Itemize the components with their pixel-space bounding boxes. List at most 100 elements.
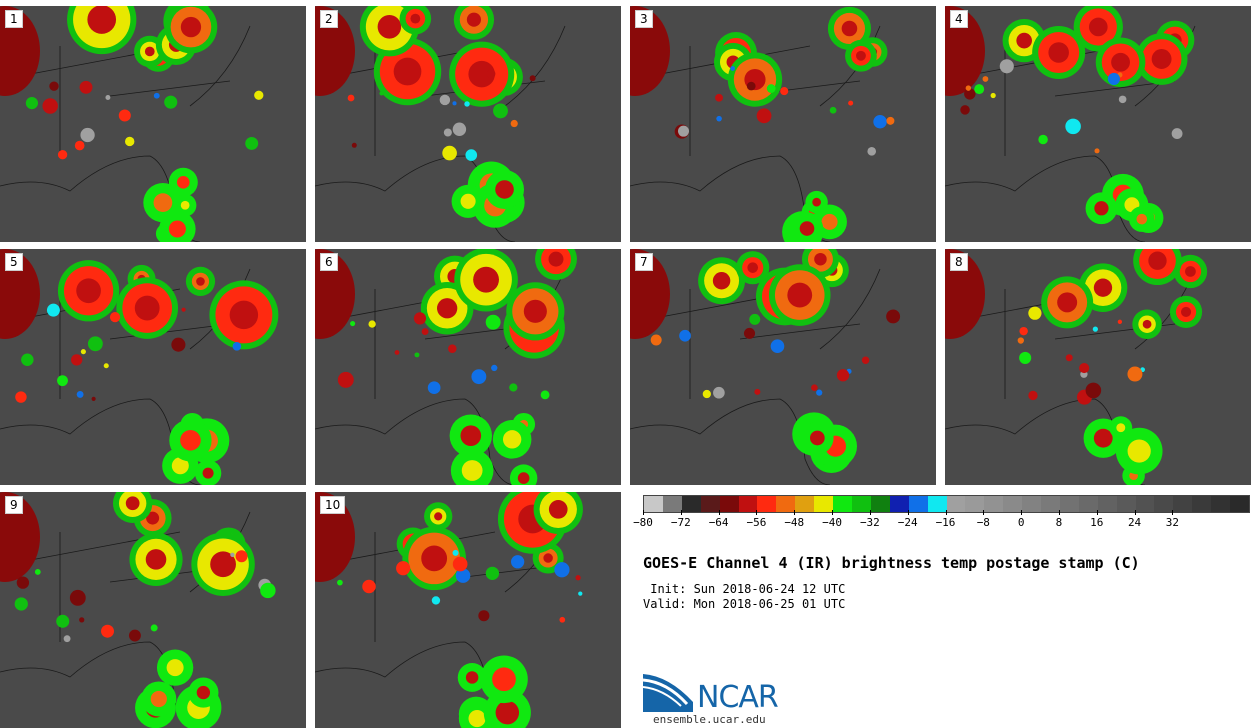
colorbar-tick-label: −56 (746, 516, 767, 529)
stamp-panel: 6 (315, 249, 621, 485)
colorbar-tick-label: −32 (859, 516, 880, 529)
ncar-logo-text: NCAR (697, 680, 779, 715)
stamp-panel: 4 (945, 6, 1251, 242)
colorbar-swatch (662, 496, 682, 512)
colorbar-swatch (1059, 496, 1079, 512)
colorbar-swatch (1116, 496, 1136, 512)
stamp-panel: 2 (315, 6, 621, 242)
colorbar-swatch (1097, 496, 1117, 512)
colorbar-tick (1096, 510, 1098, 515)
colorbar-swatch (757, 496, 777, 512)
colorbar-swatch (1211, 496, 1231, 512)
colorbar-tick (718, 510, 720, 515)
colorbar-tick-label: −72 (670, 516, 691, 529)
panel-number: 10 (320, 496, 346, 514)
colorbar-tick (945, 510, 947, 515)
colorbar-swatch (833, 496, 852, 512)
stamp-panel: 8 (945, 249, 1251, 485)
colorbar-tick-label: −8 (976, 516, 990, 529)
colorbar-swatch (870, 496, 890, 512)
satellite-map (315, 6, 566, 242)
colorbar-swatch (1135, 496, 1155, 512)
colorbar-tick (794, 510, 796, 515)
valid-time: Valid: Mon 2018-06-25 01 UTC (643, 597, 846, 611)
colorbar-tick-label: −40 (822, 516, 842, 529)
colorbar-swatch (889, 496, 909, 512)
panel-number: 4 (950, 10, 968, 28)
colorbar-swatch (644, 496, 663, 512)
satellite-map (630, 6, 895, 242)
ncar-logo-icon (643, 674, 693, 712)
colorbar-swatch (908, 496, 928, 512)
colorbar-swatch (1078, 496, 1098, 512)
colorbar-tick-label: −16 (935, 516, 956, 529)
stamp-panel: 10 (315, 492, 621, 728)
figure-title: GOES-E Channel 4 (IR) brightness temp po… (643, 554, 1140, 572)
colorbar-tick-label: 8 (1055, 516, 1063, 529)
colorbar-tick (832, 510, 834, 515)
satellite-map (630, 249, 901, 485)
stamp-panel: 1 (0, 6, 306, 242)
colorbar-tick-label: −24 (897, 516, 918, 529)
colorbar-swatch (700, 496, 720, 512)
colorbar-swatch (1230, 496, 1249, 512)
colorbar-swatch (738, 496, 758, 512)
colorbar-swatch (814, 496, 834, 512)
init-time: Init: Sun 2018-06-24 12 UTC (643, 582, 846, 596)
colorbar-tick (1058, 510, 1060, 515)
stamp-panel: 5 (0, 249, 306, 485)
panel-number: 2 (320, 10, 338, 28)
site-url: ensemble.ucar.edu (653, 713, 766, 726)
stamp-panel: 7 (630, 249, 936, 485)
colorbar-tick-label: 0 (1017, 516, 1025, 529)
satellite-map (0, 6, 264, 242)
colorbar-ticks: −80 −72 −64 −56 −48 −40 −32 −24 −16 −8 0 8 16 24 32 (633, 510, 1248, 540)
stamp-panel: 9 (0, 492, 306, 728)
satellite-map (945, 6, 1196, 242)
colorbar-tick-label: −48 (784, 516, 805, 529)
panel-number: 3 (635, 10, 653, 28)
colorbar-tick (1134, 510, 1136, 515)
colorbar-tick (1021, 510, 1023, 515)
colorbar-tick (869, 510, 871, 515)
colorbar-tick-label: −80 (633, 516, 653, 529)
colorbar-swatch (1003, 496, 1023, 512)
colorbar-swatch (1154, 496, 1174, 512)
panel-number: 9 (5, 496, 23, 514)
colorbar-tick (907, 510, 909, 515)
colorbar-swatch (795, 496, 815, 512)
colorbar-swatch (776, 496, 796, 512)
panel-number: 8 (950, 253, 968, 271)
colorbar-swatch (984, 496, 1004, 512)
panel-number: 1 (5, 10, 23, 28)
satellite-map (0, 249, 279, 485)
satellite-map (945, 249, 1208, 485)
colorbar-tick-label: 24 (1127, 516, 1142, 529)
colorbar (643, 495, 1250, 513)
satellite-map (0, 492, 276, 728)
stamp-panel: 3 (630, 6, 936, 242)
panel-number: 7 (635, 253, 653, 271)
satellite-map (315, 249, 577, 485)
colorbar-swatch (851, 496, 871, 512)
colorbar-tick (983, 510, 985, 515)
colorbar-swatch (946, 496, 966, 512)
panel-number: 6 (320, 253, 338, 271)
panel-number: 5 (5, 253, 23, 271)
colorbar-tick-label: 32 (1165, 516, 1179, 529)
colorbar-swatch (1041, 496, 1060, 512)
colorbar-tick (643, 510, 644, 515)
colorbar-swatch (719, 496, 739, 512)
colorbar-tick-label: −64 (708, 516, 729, 529)
satellite-map (315, 492, 583, 728)
colorbar-swatch (1173, 496, 1193, 512)
colorbar-tick (756, 510, 758, 515)
colorbar-swatch (965, 496, 985, 512)
colorbar-tick-label: 16 (1090, 516, 1104, 529)
colorbar-swatch (681, 496, 701, 512)
colorbar-tick (680, 510, 682, 515)
colorbar-swatch (927, 496, 947, 512)
colorbar-swatch (1192, 496, 1212, 512)
colorbar-swatch (1022, 496, 1042, 512)
colorbar-tick (1172, 510, 1174, 515)
